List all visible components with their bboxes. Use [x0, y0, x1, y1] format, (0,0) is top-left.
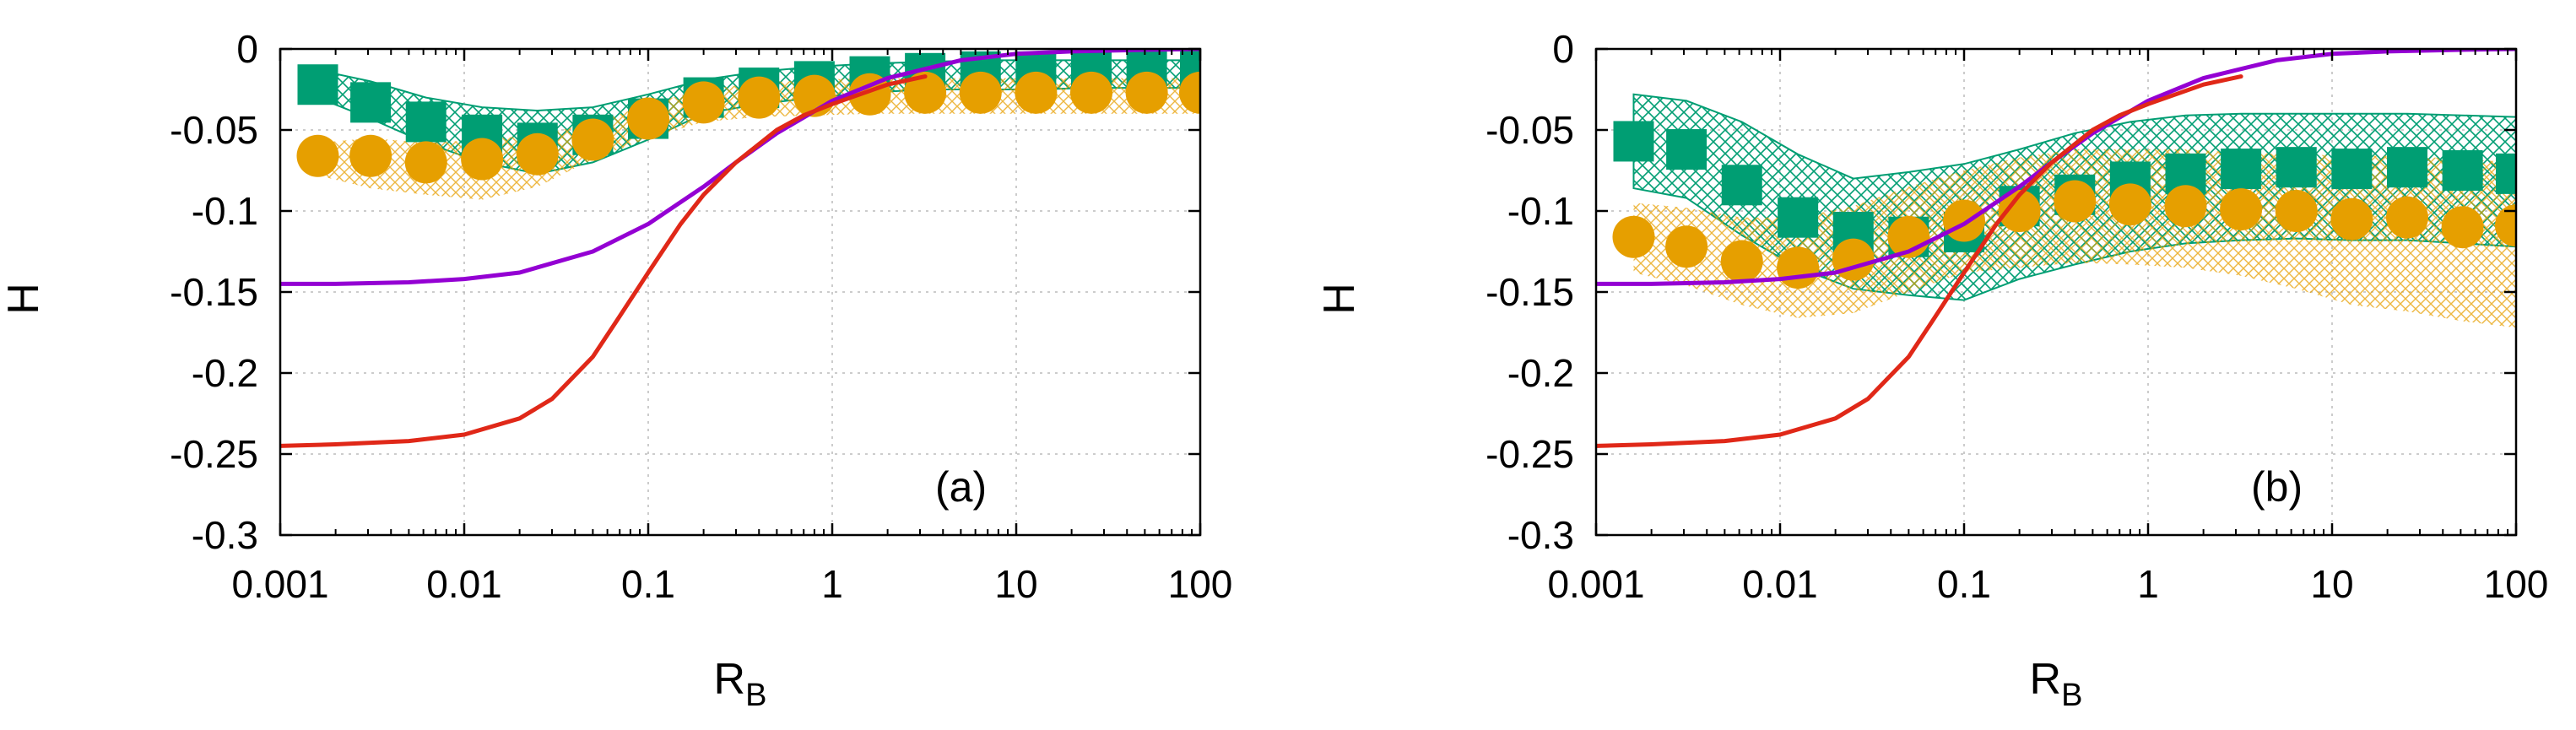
orange-circle-point [1125, 71, 1168, 114]
orange-circle-point [1832, 238, 1875, 281]
x-tick-label: 0.001 [1547, 562, 1644, 606]
y-tick-label: -0.25 [170, 432, 258, 476]
y-tick-label: 0 [236, 27, 258, 71]
x-axis-label-subscript: B [2061, 678, 2082, 713]
y-tick-label: -0.05 [170, 108, 258, 152]
green-square-point [2276, 147, 2317, 188]
x-tick-label: 100 [2484, 562, 2549, 606]
orange-circle-point [1015, 71, 1058, 114]
orange-circle-point [2275, 190, 2318, 232]
orange-circle-point [848, 73, 891, 116]
x-tick-label: 10 [994, 562, 1037, 606]
panel-label: (b) [2251, 463, 2303, 511]
orange-circle-point [2385, 196, 2428, 239]
orange-circle-point [1665, 225, 1708, 268]
orange-circle-point [1998, 190, 2041, 232]
orange-circle-point [2108, 183, 2151, 226]
x-tick-label: 100 [1168, 562, 1233, 606]
y-tick-label: -0.15 [170, 270, 258, 314]
green-square-point [2221, 149, 2262, 190]
green-square-point [1778, 197, 1819, 238]
orange-circle-point [516, 132, 559, 176]
green-square-point [2331, 149, 2373, 190]
x-axis-label: RB [2030, 655, 2083, 713]
x-tick-label: 0.01 [1742, 562, 1818, 606]
green-square-point [1666, 129, 1707, 170]
panel-b: 0.001 0.01 0.1 1 10 100 -0.3 -0.25 -0.2 -0.15 -0.1… [1315, 27, 2548, 713]
orange-circle-point [2330, 197, 2373, 241]
green-square-point [2496, 153, 2516, 194]
y-tick-label: -0.2 [192, 351, 258, 395]
y-tick-label: 0 [1552, 27, 1574, 71]
panel-a: 0.001 0.01 0.1 1 10 100 -0.3 -0.25 -0.2 -0.15 -0.1… [0, 27, 1232, 713]
green-square-point [350, 82, 392, 123]
orange-circle-point [904, 71, 947, 114]
y-tick-label: -0.05 [1486, 108, 1574, 152]
x-tick-label: 0.1 [621, 562, 675, 606]
x-tick-label: 1 [2137, 562, 2159, 606]
orange-circle-point [2441, 206, 2484, 249]
x-tick-label: 0.1 [1937, 562, 1991, 606]
orange-circle-point [959, 71, 1002, 114]
orange-circle-point [461, 138, 504, 181]
y-tick-label: -0.2 [1507, 351, 1574, 395]
green-square-point [297, 64, 338, 105]
y-tick-label: -0.3 [1507, 513, 1574, 557]
orange-circle-point [296, 134, 339, 177]
green-square-point [2386, 147, 2427, 188]
orange-circle-point [349, 134, 392, 177]
orange-circle-point [2054, 180, 2097, 223]
x-tick-label: 0.01 [426, 562, 502, 606]
y-axis-label: H [0, 283, 48, 315]
orange-circle-point [1179, 71, 1200, 114]
orange-circle-point [571, 118, 614, 161]
orange-circle-point [2495, 204, 2516, 247]
green-square-point [1613, 121, 1654, 162]
y-axis-label: H [1315, 283, 1364, 315]
x-axis-label: RB [714, 655, 767, 713]
y-tick-label: -0.1 [1507, 189, 1574, 233]
plot-area [1596, 49, 2516, 448]
plot-area [280, 49, 1200, 448]
x-tick-label: 10 [2310, 562, 2353, 606]
orange-circle-point [1777, 246, 1820, 289]
orange-circle-point [1720, 240, 1763, 283]
red-curve [280, 74, 928, 448]
orange-circle-point [682, 81, 725, 124]
y-tick-label: -0.15 [1486, 270, 1574, 314]
y-tick-label: -0.1 [192, 189, 258, 233]
x-axis-label-subscript: B [745, 678, 766, 713]
orange-circle-point [404, 141, 447, 184]
orange-circle-point [627, 97, 669, 140]
green-square-point [1721, 165, 1762, 206]
orange-circle-point [738, 76, 781, 119]
red-curve [1596, 74, 2243, 448]
x-tick-label: 1 [821, 562, 843, 606]
y-tick-label: -0.25 [1486, 432, 1574, 476]
orange-circle-point [1943, 199, 1985, 242]
x-tick-label: 0.001 [231, 562, 328, 606]
panel-label: (a) [935, 463, 987, 511]
orange-circle-point [2164, 185, 2207, 228]
orange-circle-point [2220, 188, 2263, 231]
green-square-point [2442, 150, 2483, 191]
green-square-point [405, 101, 446, 143]
y-tick-label: -0.3 [192, 513, 258, 557]
orange-circle-point [1612, 215, 1655, 258]
orange-circle-point [1069, 71, 1112, 114]
